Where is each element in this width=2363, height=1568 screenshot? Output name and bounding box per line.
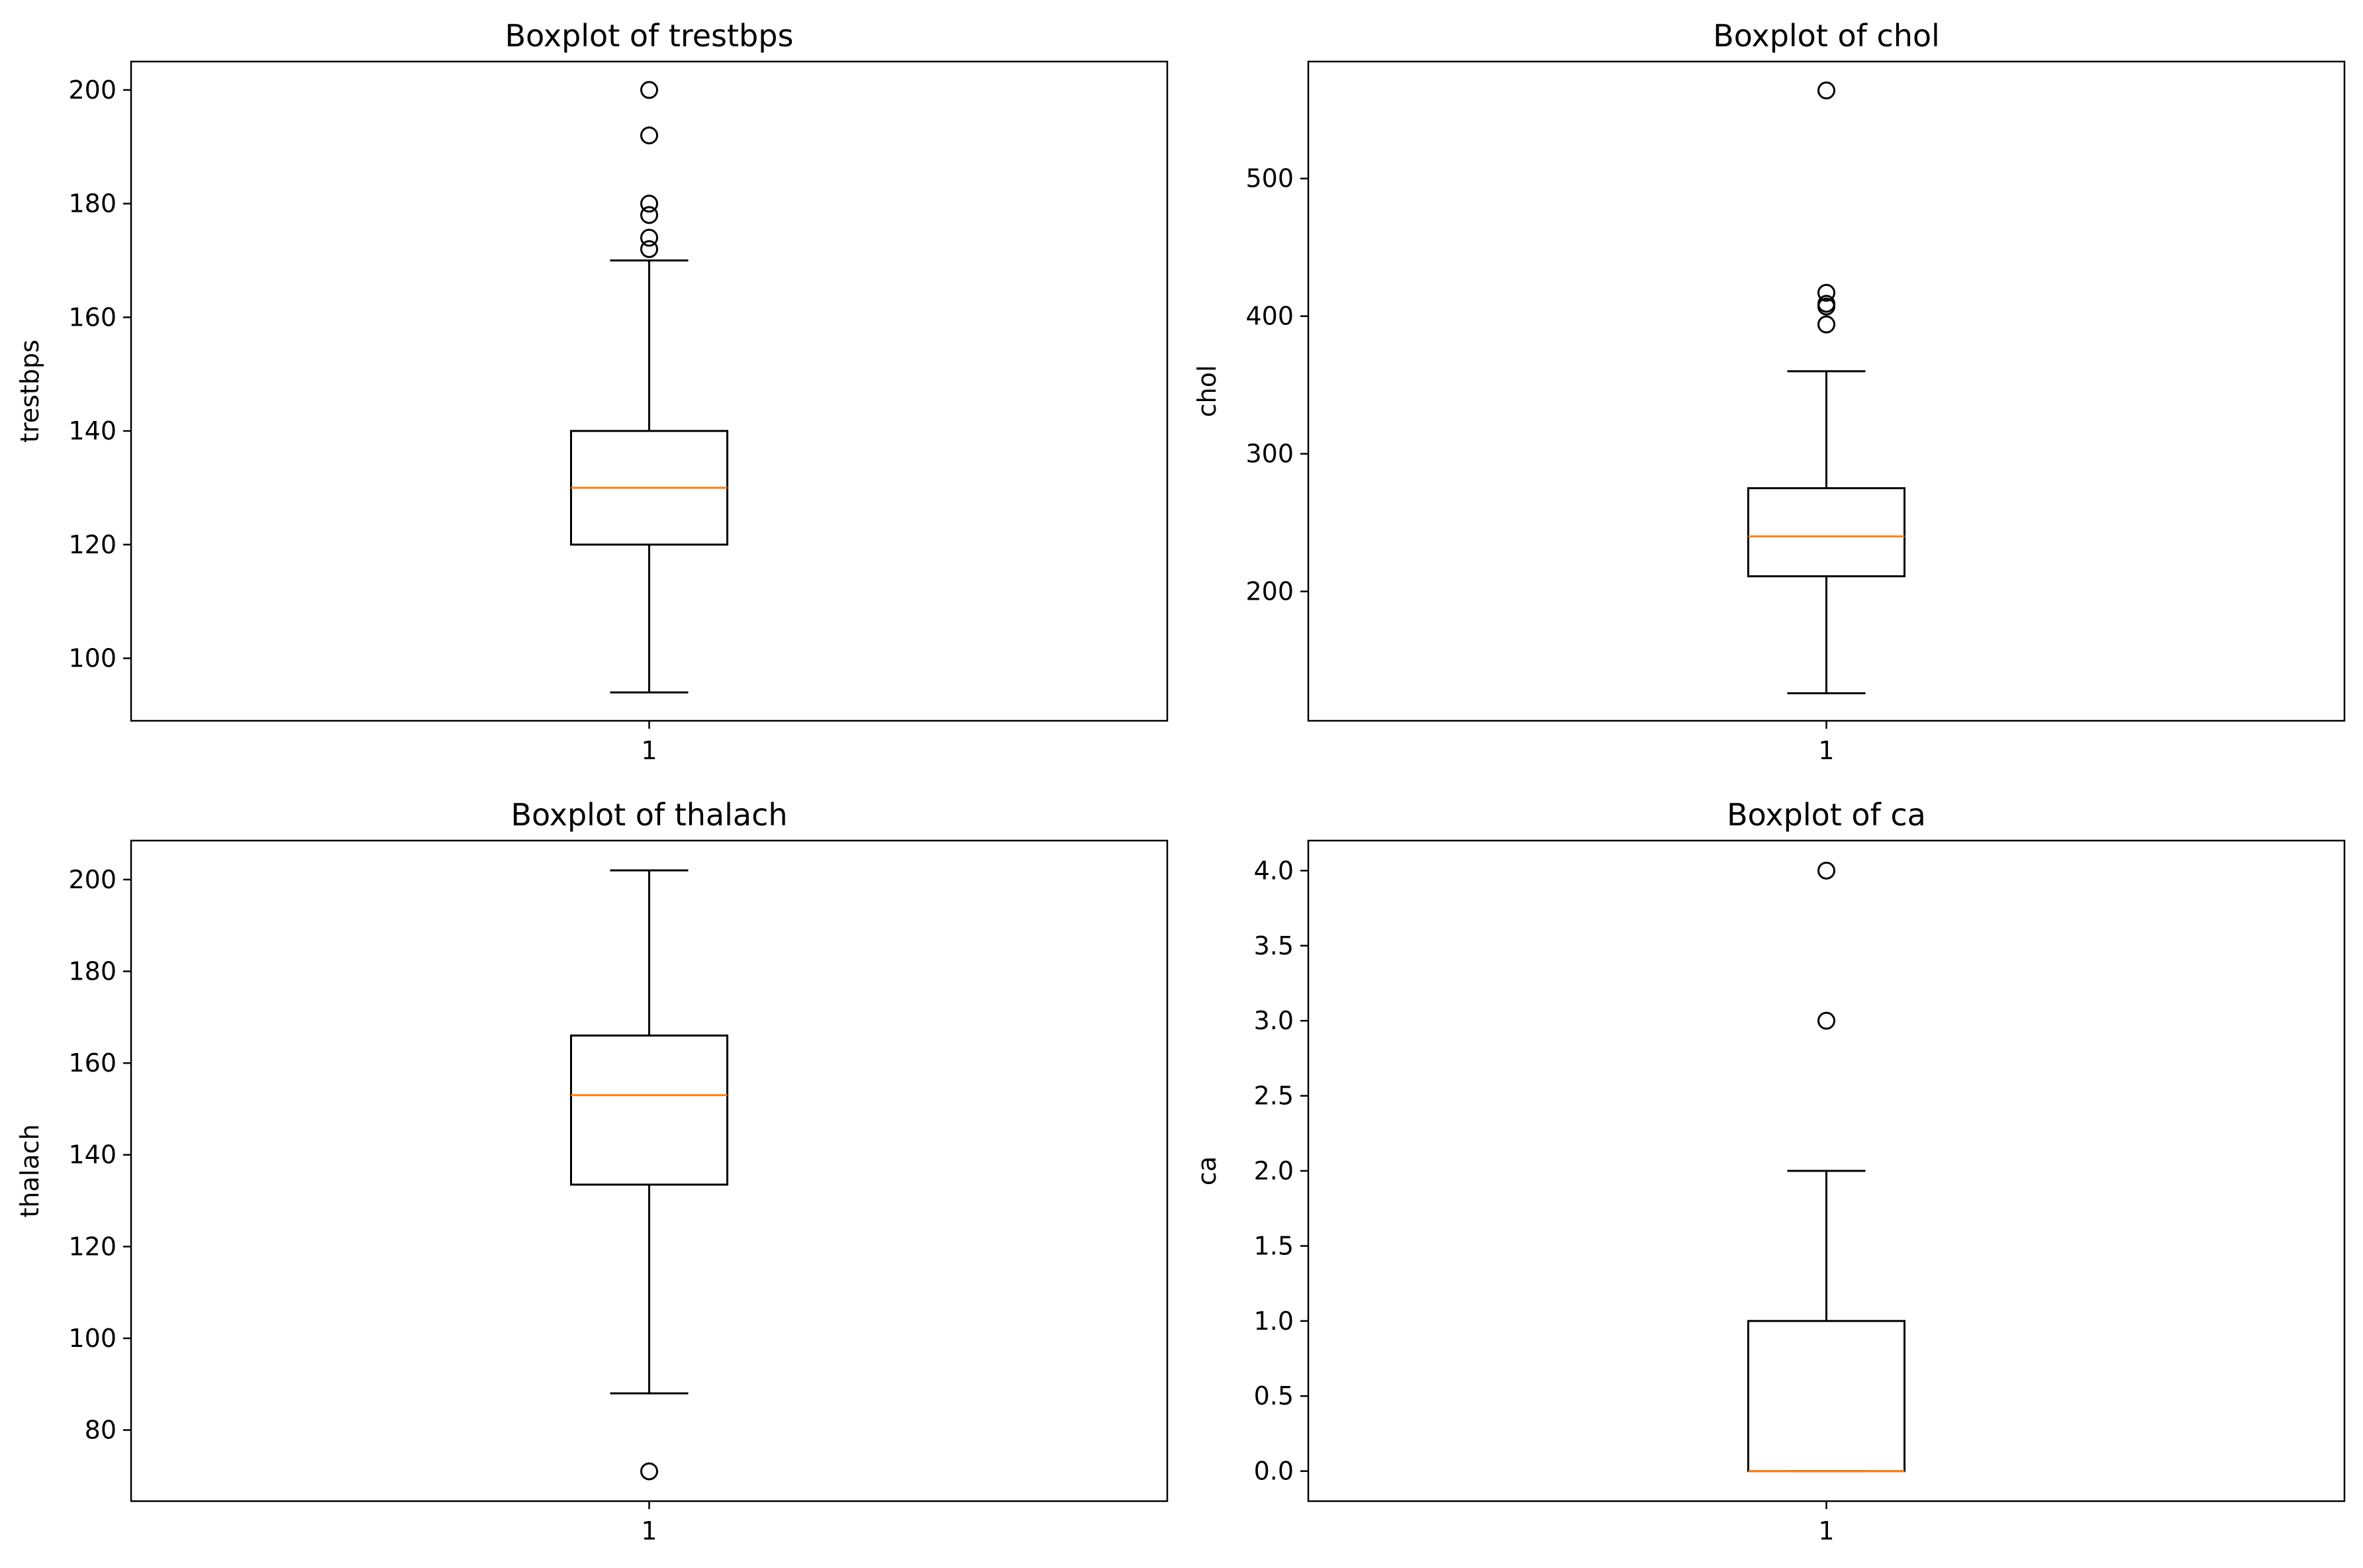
axes-frame (130, 839, 1169, 1502)
y-tick-label: 4.0 (1254, 856, 1294, 885)
y-tick-label: 1.0 (1254, 1307, 1294, 1336)
chart-title: Boxplot of ca (1727, 797, 1926, 833)
y-tick-label: 200 (68, 75, 117, 105)
x-tick-label: 1 (641, 736, 657, 765)
iqr-box (1747, 1320, 1905, 1473)
outlier-point (1817, 861, 1835, 880)
y-tick-label: 500 (1245, 164, 1294, 193)
outlier-point (640, 240, 658, 258)
y-tick-label: 2.5 (1254, 1082, 1294, 1111)
y-tick-label: 180 (68, 957, 117, 986)
y-axis-label: trestbps (15, 340, 44, 443)
outlier-point (640, 126, 658, 145)
y-tick-label: 2.0 (1254, 1156, 1294, 1185)
y-tick-label: 0.0 (1254, 1457, 1294, 1486)
y-tick-label: 3.0 (1254, 1006, 1294, 1035)
axes-frame (1307, 839, 2346, 1502)
chart-panel-1: Boxplot of trestbps trestbps 100 120 140 160 1… (15, 18, 1169, 765)
y-tick-label: 160 (68, 302, 117, 332)
y-tick-label: 100 (68, 1324, 117, 1353)
y-tick-label: 120 (68, 1232, 117, 1261)
chart-title: Boxplot of chol (1713, 18, 1940, 54)
y-tick-label: 400 (1245, 302, 1294, 331)
y-axis-label: thalach (15, 1124, 44, 1217)
x-tick-label: 1 (641, 1516, 657, 1545)
y-tick-label: 100 (68, 644, 117, 673)
iqr-box (570, 1035, 728, 1186)
outlier-point (640, 81, 658, 99)
y-axis-label: chol (1192, 365, 1222, 418)
y-tick-label: 140 (68, 416, 117, 445)
chart-panel-2: Boxplot of chol chol 200 300 400 500 1 (1192, 18, 2346, 765)
y-tick-label: 300 (1245, 439, 1294, 469)
chart-panel-4: Boxplot of ca ca 0.0 0.5 1.0 1.5 2.0 2.5 3.0 3.5 4… (1192, 797, 2346, 1545)
chart-panel-3: Boxplot of thalach thalach 80 100 120 140 160 1… (15, 797, 1169, 1545)
y-tick-label: 0.5 (1254, 1381, 1294, 1410)
y-tick-label: 200 (1245, 577, 1294, 606)
y-tick-label: 180 (68, 189, 117, 218)
outlier-point (640, 1462, 658, 1481)
outlier-point (1817, 295, 1835, 313)
x-tick-label: 1 (1818, 736, 1834, 765)
iqr-box (1747, 487, 1905, 578)
outlier-point (640, 206, 658, 224)
y-tick-label: 1.5 (1254, 1231, 1294, 1260)
y-tick-label: 120 (68, 530, 117, 559)
outlier-point (1817, 315, 1835, 334)
axes-frame (130, 60, 1169, 722)
y-tick-label: 200 (68, 865, 117, 894)
outlier-point (1817, 1011, 1835, 1030)
outlier-point (640, 195, 658, 213)
outlier-point (1817, 283, 1835, 302)
outlier-point (640, 228, 658, 247)
outlier-point (1817, 81, 1835, 100)
axes-frame (1307, 60, 2346, 722)
x-tick-label: 1 (1818, 1516, 1834, 1545)
y-tick-label: 80 (85, 1416, 117, 1445)
y-tick-label: 160 (68, 1048, 117, 1078)
y-tick-label: 140 (68, 1140, 117, 1170)
chart-title: Boxplot of trestbps (505, 18, 794, 54)
chart-title: Boxplot of thalach (510, 797, 787, 833)
y-axis-label: ca (1192, 1156, 1222, 1185)
y-tick-label: 3.5 (1254, 931, 1294, 960)
